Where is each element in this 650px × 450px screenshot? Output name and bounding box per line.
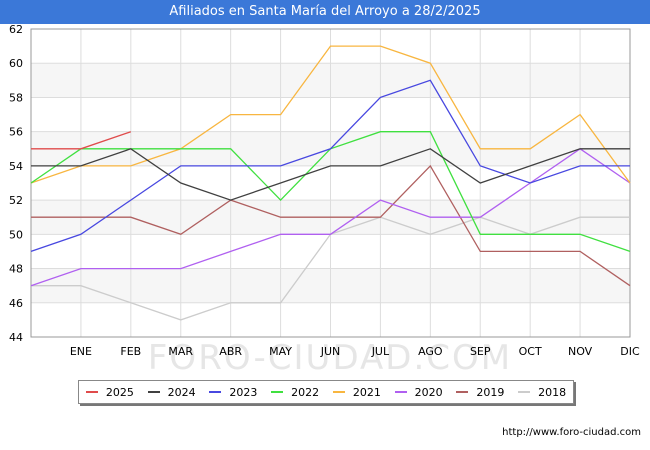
legend-item-2018: 2018 — [518, 386, 566, 399]
x-tick-label: ABR — [219, 345, 242, 358]
watermark-text: FORO-CIUDAD.COM — [148, 338, 512, 378]
y-tick-label: 62 — [9, 24, 23, 36]
series-line-2025 — [31, 131, 132, 150]
legend-swatch — [332, 391, 345, 393]
legend-label: 2023 — [229, 385, 258, 399]
y-tick-label: 54 — [9, 160, 23, 173]
x-tick-label: ENE — [70, 345, 92, 358]
legend-label: 2025 — [105, 385, 134, 399]
x-tick-label: FEB — [120, 345, 141, 358]
x-tick-label: OCT — [519, 345, 542, 358]
x-tick-label: JUN — [320, 345, 341, 358]
legend-swatch — [147, 391, 160, 393]
legend-swatch — [394, 391, 407, 393]
x-tick-label: NOV — [568, 345, 593, 358]
legend-label: 2021 — [352, 385, 381, 399]
legend-label: 2022 — [291, 385, 320, 399]
x-tick-label: AGO — [418, 345, 443, 358]
series-line-2019 — [31, 164, 631, 287]
series-line-2024 — [31, 148, 630, 201]
legend-item-2021: 2021 — [332, 385, 381, 399]
chart-title: Afiliados en Santa María del Arroyo a 28… — [0, 0, 650, 24]
legend-item-2020: 2020 — [394, 385, 443, 399]
legend-swatch — [271, 391, 284, 393]
legend-item-2024: 2024 — [147, 385, 196, 399]
x-tick-label: MAY — [269, 345, 292, 358]
x-tick-label: DIC — [620, 345, 640, 358]
chart-legend: 2025 2024 2023 2022 2021 2020 2019 2018 — [78, 380, 574, 404]
legend-swatch — [518, 391, 531, 393]
legend-item-2019: 2019 — [456, 386, 504, 399]
y-tick-label: 56 — [9, 126, 23, 139]
line-chart: FORO-CIUDAD.COM 44 46 48 50 52 54 56 58 60 62 ENE F… — [9, 24, 640, 378]
x-tick-label: MAR — [168, 345, 193, 358]
x-tick-label: JUL — [371, 345, 390, 358]
legend-swatch — [209, 391, 222, 393]
source-url: http://www.foro-ciudad.com — [502, 427, 641, 438]
y-tick-label: 60 — [9, 57, 23, 70]
legend-label: 2020 — [414, 385, 443, 399]
y-tick-label: 52 — [9, 194, 23, 207]
legend-item-2023: 2023 — [209, 386, 257, 399]
legend-swatch — [85, 391, 98, 393]
legend-swatch — [456, 391, 469, 393]
y-tick-label: 46 — [9, 297, 23, 310]
series-line-2021 — [30, 45, 631, 184]
legend-item-2022: 2022 — [271, 386, 319, 399]
legend-item-2025: 2025 — [85, 385, 134, 399]
legend-label: 2019 — [476, 385, 505, 399]
y-tick-label: 58 — [9, 91, 23, 104]
y-tick-label: 44 — [9, 331, 23, 344]
x-tick-label: SEP — [470, 345, 491, 358]
legend-label: 2018 — [538, 385, 567, 399]
series-line-2023 — [30, 79, 630, 253]
y-tick-label: 48 — [9, 263, 23, 276]
y-tick-label: 50 — [9, 228, 23, 241]
legend-label: 2024 — [167, 385, 196, 399]
